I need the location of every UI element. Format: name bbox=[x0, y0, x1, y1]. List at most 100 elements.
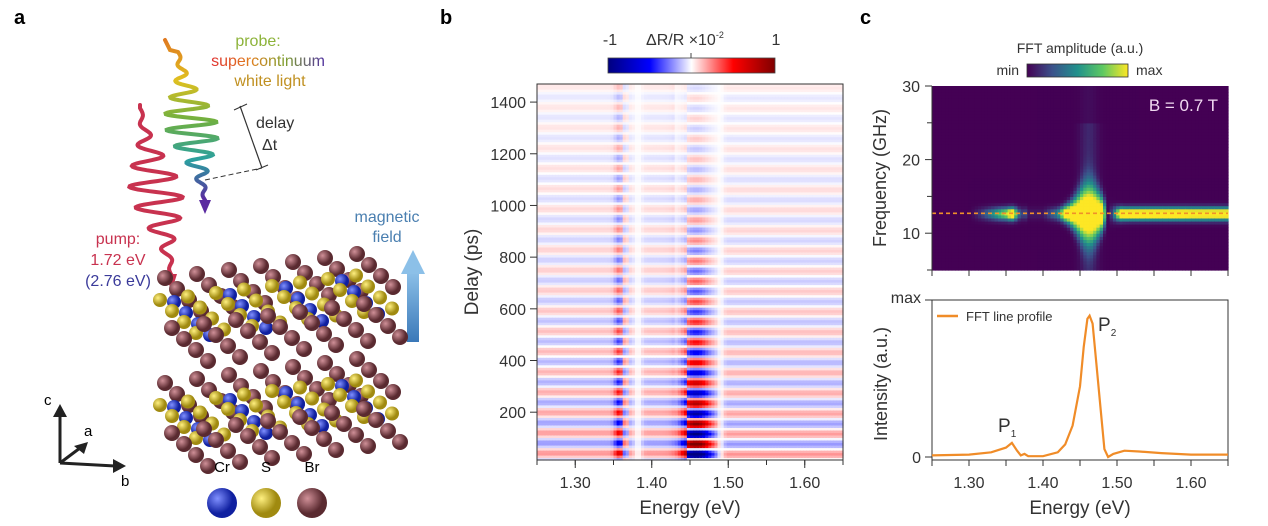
heatmap-cell bbox=[598, 307, 602, 311]
heatmap-cell bbox=[607, 279, 612, 283]
heatmap-cell bbox=[586, 94, 590, 98]
heatmap-cell bbox=[592, 319, 596, 323]
heatmap-cell bbox=[576, 432, 581, 436]
heatmap-cell bbox=[552, 219, 556, 223]
heatmap-cell bbox=[564, 99, 569, 103]
heatmap-cell bbox=[558, 141, 563, 145]
heatmap-cell bbox=[540, 106, 544, 110]
heatmap-cell bbox=[567, 327, 572, 331]
heatmap-cell bbox=[589, 379, 593, 383]
heatmap-cell bbox=[567, 302, 572, 306]
heatmap-cell bbox=[570, 199, 575, 203]
heatmap-cell bbox=[595, 357, 599, 361]
heatmap-cell bbox=[582, 101, 587, 105]
heatmap-cell bbox=[558, 364, 563, 368]
heatmap-cell bbox=[552, 246, 556, 250]
heatmap-cell bbox=[573, 399, 578, 403]
heatmap-cell bbox=[589, 359, 593, 363]
heatmap-cell bbox=[582, 369, 587, 373]
heatmap-cell bbox=[546, 226, 550, 230]
heatmap-cell bbox=[552, 191, 556, 195]
heatmap-cell bbox=[589, 434, 593, 438]
heatmap-cell bbox=[592, 289, 596, 293]
heatmap-cell bbox=[592, 194, 596, 198]
heatmap-cell bbox=[586, 344, 590, 348]
heatmap-cell bbox=[601, 447, 605, 451]
heatmap-cell bbox=[610, 196, 615, 200]
heatmap-cell bbox=[601, 422, 605, 426]
heatmap-cell bbox=[570, 399, 575, 403]
heatmap-cell bbox=[604, 226, 608, 230]
heatmap-cell bbox=[558, 267, 563, 271]
heatmap-cell bbox=[586, 437, 590, 441]
heatmap-cell bbox=[592, 429, 596, 433]
heatmap-cell bbox=[610, 397, 615, 401]
heatmap-cell bbox=[558, 236, 563, 240]
heatmap-cell bbox=[610, 437, 615, 441]
heatmap-cell bbox=[573, 397, 578, 401]
heatmap-cell bbox=[549, 211, 553, 215]
heatmap-cell bbox=[604, 129, 608, 133]
heatmap-cell bbox=[552, 129, 556, 133]
heatmap-cell bbox=[589, 109, 593, 113]
heatmap-cell bbox=[586, 204, 590, 208]
heatmap-cell bbox=[561, 292, 566, 296]
heatmap-cell bbox=[595, 422, 599, 426]
heatmap-cell bbox=[567, 269, 572, 273]
heatmap-cell bbox=[589, 389, 593, 393]
heatmap-cell bbox=[582, 176, 587, 180]
heatmap-cell bbox=[595, 299, 599, 303]
heatmap-cell bbox=[543, 114, 547, 118]
heatmap-cell bbox=[537, 397, 541, 401]
heatmap-cell bbox=[601, 319, 605, 323]
heatmap-cell bbox=[573, 151, 578, 155]
heatmap-cell bbox=[579, 249, 584, 253]
s-atom bbox=[177, 420, 191, 434]
heatmap-cell bbox=[561, 309, 566, 313]
heatmap-cell bbox=[573, 437, 578, 441]
heatmap-cell bbox=[561, 234, 566, 238]
heatmap-cell bbox=[576, 231, 581, 235]
heatmap-cell bbox=[549, 134, 553, 138]
heatmap-cell bbox=[567, 324, 572, 328]
heatmap-cell bbox=[555, 116, 560, 120]
heatmap-cell bbox=[604, 389, 608, 393]
heatmap-cell bbox=[607, 452, 612, 456]
heatmap-cell bbox=[540, 279, 544, 283]
heatmap-cell bbox=[598, 99, 602, 103]
heatmap-cell bbox=[570, 272, 575, 276]
heatmap-cell bbox=[543, 379, 547, 383]
heatmap-cell bbox=[598, 397, 602, 401]
heatmap-cell bbox=[573, 191, 578, 195]
heatmap-cell bbox=[537, 447, 541, 451]
heatmap-cell bbox=[558, 126, 563, 130]
heatmap-cell bbox=[598, 224, 602, 228]
heatmap-cell bbox=[543, 229, 547, 233]
heatmap-cell bbox=[546, 332, 550, 336]
heatmap-cell bbox=[595, 312, 599, 316]
heatmap-cell bbox=[576, 131, 581, 135]
heatmap-cell bbox=[579, 164, 584, 168]
heatmap-cell bbox=[607, 136, 612, 140]
heatmap-cell bbox=[564, 179, 569, 183]
heatmap-cell bbox=[610, 439, 615, 443]
heatmap-cell bbox=[576, 166, 581, 170]
br-atom bbox=[329, 366, 345, 382]
heatmap-cell bbox=[576, 312, 581, 316]
heatmap-cell bbox=[604, 216, 608, 220]
heatmap-cell bbox=[589, 86, 593, 90]
heatmap-cell bbox=[579, 151, 584, 155]
heatmap-cell bbox=[595, 246, 599, 250]
heatmap-cell bbox=[607, 337, 612, 341]
heatmap-cell bbox=[589, 246, 593, 250]
heatmap-cell bbox=[610, 387, 615, 391]
heatmap-cell bbox=[543, 332, 547, 336]
heatmap-cell bbox=[552, 414, 556, 418]
heatmap-cell bbox=[564, 211, 569, 215]
heatmap-cell bbox=[546, 141, 550, 145]
heatmap-cell bbox=[543, 174, 547, 178]
heatmap-cell bbox=[567, 379, 572, 383]
heatmap-cell bbox=[555, 332, 560, 336]
heatmap-cell bbox=[552, 357, 556, 361]
heatmap-cell bbox=[537, 377, 541, 381]
